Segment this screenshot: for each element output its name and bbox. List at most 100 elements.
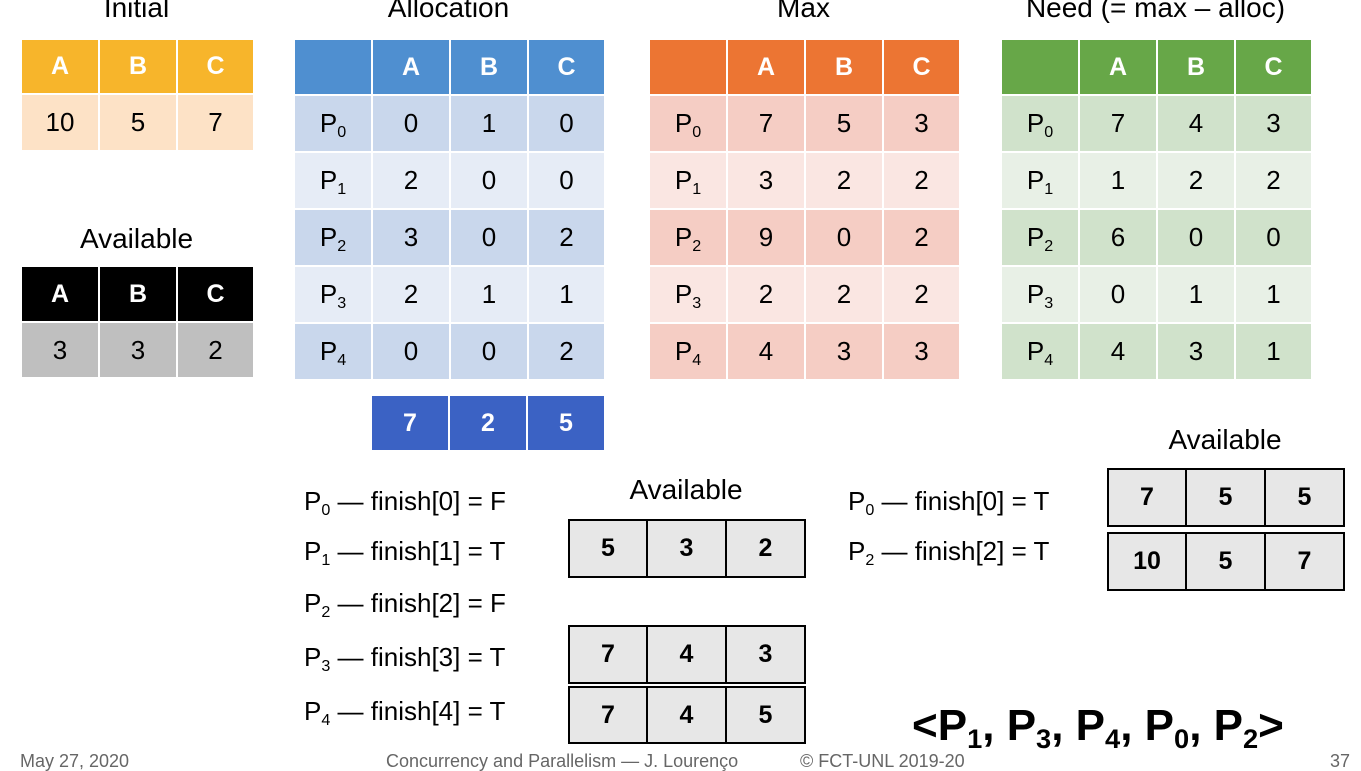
available-title: Available bbox=[79, 223, 194, 254]
process-label: P4 bbox=[1000, 322, 1080, 381]
table-cell: 5 bbox=[725, 686, 806, 744]
finish-line: P3 — finish[3] = T bbox=[304, 642, 505, 674]
need-table: A B C P0 7 4 3 P1 1 2 2 P2 6 0 0 P3 0 1 … bbox=[1000, 38, 1313, 381]
table-cell: 3 bbox=[882, 94, 961, 153]
column-header: A bbox=[1078, 38, 1158, 96]
footer-date: May 27, 2020 bbox=[20, 751, 130, 771]
process-prefix: P bbox=[674, 165, 693, 195]
process-index: 0 bbox=[692, 123, 702, 142]
safe-sequence: <P1, P3, P4, P0, P2> bbox=[912, 701, 1284, 753]
table-cell: 2 bbox=[725, 519, 806, 578]
process-prefix: P bbox=[674, 222, 693, 252]
sequence-open: < bbox=[912, 701, 938, 750]
process-index: 2 bbox=[337, 237, 347, 256]
table-row: P3 2 1 1 bbox=[293, 265, 606, 324]
process-index: 0 bbox=[1044, 123, 1054, 142]
process-index: 2 bbox=[321, 603, 331, 622]
table-cell: 2 bbox=[882, 208, 961, 267]
table-cell: 1 bbox=[527, 265, 606, 324]
table-cell: 1 bbox=[1234, 322, 1313, 381]
table-cell: 2 bbox=[527, 322, 606, 381]
process-prefix: P bbox=[304, 642, 322, 672]
process-index: 4 bbox=[1044, 351, 1054, 370]
table-cell: 0 bbox=[371, 322, 451, 381]
column-header: C bbox=[1234, 38, 1313, 96]
finish-text: — finish[0] = T bbox=[874, 486, 1050, 516]
process-index: 1 bbox=[967, 723, 983, 755]
process-prefix: P bbox=[674, 108, 693, 138]
process-index: 4 bbox=[337, 351, 347, 370]
table-row: P1 1 2 2 bbox=[1000, 151, 1313, 210]
process-prefix: P bbox=[1026, 222, 1045, 252]
column-header: C bbox=[527, 38, 606, 96]
table-cell: 0 bbox=[1078, 265, 1158, 324]
table-cell: 7 bbox=[726, 94, 806, 153]
table-cell: 7 bbox=[568, 625, 648, 684]
table-cell: 2 bbox=[1234, 151, 1313, 210]
table-row: P0 0 1 0 bbox=[293, 94, 606, 153]
table-cell: 2 bbox=[527, 208, 606, 267]
process-prefix: P bbox=[304, 588, 322, 618]
process-prefix: P bbox=[937, 701, 968, 750]
table-cell: 3 bbox=[1234, 94, 1313, 153]
initial-table: A B C 10 5 7 bbox=[20, 38, 255, 152]
table-row: P4 0 0 2 bbox=[293, 322, 606, 381]
column-header: B bbox=[1156, 38, 1236, 96]
process-index: 2 bbox=[865, 551, 875, 570]
table-cell: 3 bbox=[98, 321, 178, 379]
process-prefix: P bbox=[1026, 279, 1045, 309]
process-index: 2 bbox=[1243, 723, 1259, 755]
table-cell: 1 bbox=[449, 94, 529, 153]
table-cell: 3 bbox=[646, 519, 727, 578]
process-index: 0 bbox=[865, 501, 875, 520]
table-row: P4 4 3 1 bbox=[1000, 322, 1313, 381]
table-cell: 2 bbox=[371, 265, 451, 324]
need-title: Need (= max – alloc) bbox=[1025, 0, 1286, 23]
process-index: 1 bbox=[1044, 180, 1054, 199]
process-index: 3 bbox=[1044, 294, 1054, 313]
table-cell: 2 bbox=[448, 394, 528, 452]
table-row: P0 7 4 3 bbox=[1000, 94, 1313, 153]
table-cell: 2 bbox=[726, 265, 806, 324]
process-prefix: P bbox=[1026, 336, 1045, 366]
column-header: B bbox=[804, 38, 884, 96]
process-label: P4 bbox=[648, 322, 728, 381]
finish-line: P1 — finish[1] = T bbox=[304, 538, 505, 568]
table-cell: 3 bbox=[20, 321, 100, 379]
process-prefix: P bbox=[1144, 701, 1175, 750]
column-header: C bbox=[176, 38, 255, 95]
table-cell: 3 bbox=[882, 322, 961, 381]
table-cell: 10 bbox=[20, 93, 100, 152]
table-row: P3 2 2 2 bbox=[648, 265, 961, 324]
table-row: P1 3 2 2 bbox=[648, 151, 961, 210]
table-cell: 4 bbox=[1078, 322, 1158, 381]
sequence-close: > bbox=[1258, 701, 1284, 750]
max-title: Max bbox=[777, 0, 830, 23]
table-cell: 0 bbox=[527, 94, 606, 153]
finish-text: — finish[0] = F bbox=[330, 486, 506, 516]
header-row: A B C bbox=[20, 265, 255, 323]
table-cell: 3 bbox=[371, 208, 451, 267]
process-index: 1 bbox=[337, 180, 347, 199]
sequence-separator: , bbox=[1051, 701, 1076, 750]
table-cell: 0 bbox=[449, 208, 529, 267]
table-cell: 9 bbox=[726, 208, 806, 267]
process-index: 4 bbox=[1105, 723, 1121, 755]
column-header: A bbox=[20, 38, 100, 95]
table-cell: 10 bbox=[1107, 532, 1187, 591]
process-label: P1 bbox=[648, 151, 728, 210]
process-label: P2 bbox=[293, 208, 373, 267]
header-row: A B C bbox=[20, 38, 255, 95]
table-cell: 5 bbox=[1185, 468, 1266, 527]
finish-text: — finish[2] = F bbox=[330, 588, 506, 618]
table-cell: 0 bbox=[1156, 208, 1236, 267]
column-header: B bbox=[449, 38, 529, 96]
process-label: P1 bbox=[293, 151, 373, 210]
table-cell: 7 bbox=[1264, 532, 1345, 591]
process-label: P3 bbox=[1000, 265, 1080, 324]
finish-line: P2 — finish[2] = F bbox=[304, 588, 506, 620]
table-cell: 5 bbox=[1185, 532, 1266, 591]
process-label: P4 bbox=[293, 322, 373, 381]
sequence-separator: , bbox=[982, 701, 1007, 750]
finish-line: P0 — finish[0] = T bbox=[848, 486, 1050, 518]
